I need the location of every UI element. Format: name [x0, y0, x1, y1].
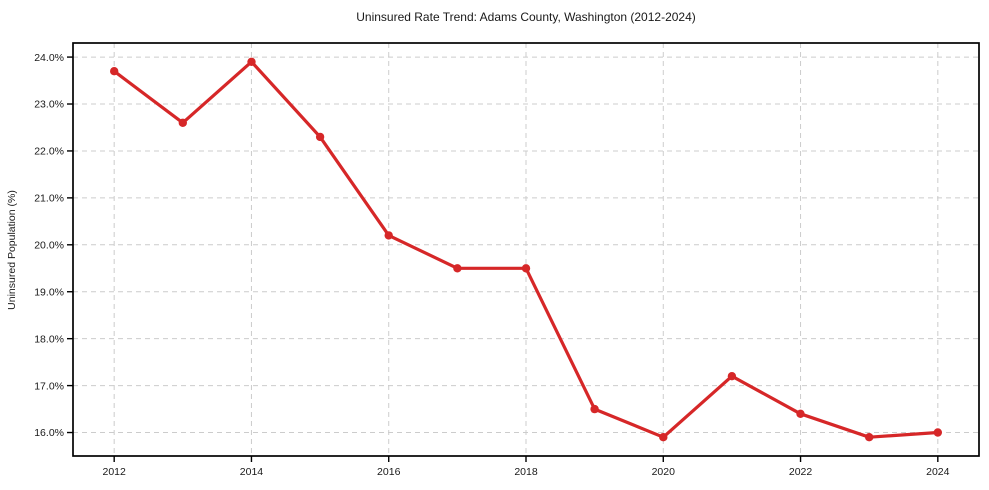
data-point-marker — [933, 428, 942, 437]
data-point-marker — [247, 57, 256, 66]
data-point-marker — [110, 67, 119, 76]
data-point-marker — [659, 433, 668, 442]
y-tick-label: 20.0% — [34, 240, 64, 252]
y-tick-label: 23.0% — [34, 99, 64, 111]
y-tick-label: 22.0% — [34, 146, 64, 158]
x-tick-label: 2022 — [789, 466, 813, 478]
data-point-marker — [453, 264, 462, 273]
gridlines-layer — [73, 43, 979, 456]
x-tick-label: 2016 — [377, 466, 401, 478]
x-tick-label: 2018 — [514, 466, 538, 478]
plot-border — [72, 42, 980, 457]
axes-layer: 16.0% 17.0% 18.0% 19.0% 20.0% 21.0% 22.0% 23.0%… — [34, 42, 980, 478]
y-tick-label: 17.0% — [34, 380, 64, 392]
data-series-layer — [110, 57, 942, 442]
data-point-marker — [315, 132, 325, 142]
y-tick-label: 16.0% — [34, 427, 64, 439]
x-tick-label: 2014 — [240, 466, 264, 478]
x-tick-label: 2020 — [652, 466, 676, 478]
x-tick-label: 2024 — [926, 466, 950, 478]
data-point-marker — [727, 372, 737, 381]
data-point-marker — [384, 231, 393, 240]
y-tick-label: 18.0% — [34, 333, 64, 345]
y-tick-label: 21.0% — [34, 193, 64, 205]
data-point-marker — [865, 433, 874, 442]
data-point-marker — [796, 409, 805, 418]
y-tick-label: 19.0% — [34, 286, 64, 298]
x-tick-label: 2012 — [103, 466, 127, 478]
y-axis-label: Uninsured Population (%) — [6, 190, 18, 310]
data-point-marker — [590, 404, 599, 414]
data-point-marker — [178, 118, 187, 128]
y-tick-label: 24.0% — [34, 52, 64, 64]
data-point-marker — [521, 264, 531, 273]
chart-title: Uninsured Rate Trend: Adams County, Wash… — [356, 10, 696, 24]
